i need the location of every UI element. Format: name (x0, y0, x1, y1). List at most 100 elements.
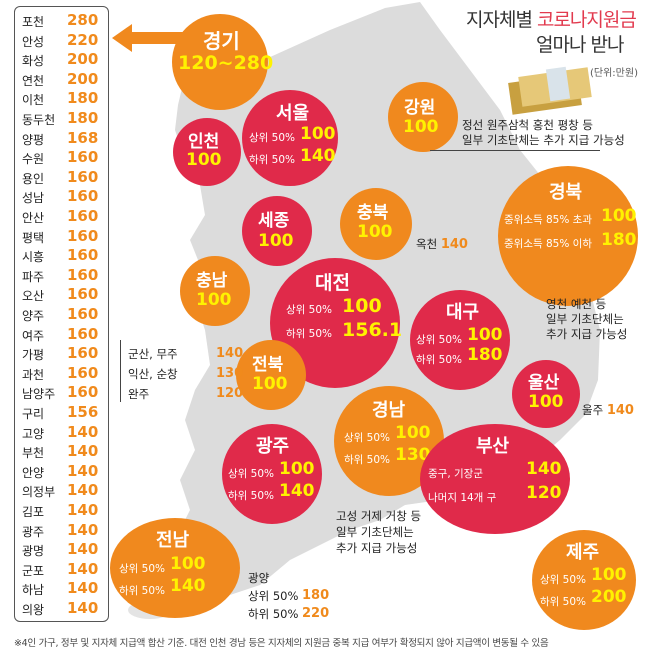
arrow-icon (112, 24, 185, 52)
city-value: 160 (67, 383, 99, 402)
city-name: 양평 (22, 132, 45, 147)
daejeon-row1-label: 상위 50% (286, 304, 332, 316)
seoul-row1-value: 100 (300, 124, 336, 144)
gwangju-row1-label: 상위 50% (228, 468, 274, 480)
list-item: 화성 200 (15, 50, 110, 70)
city-name: 구리 (22, 407, 45, 421)
gyeonggi-city-list: 포천 280 안성 220 화성 200 연천 200 이천 180 동두천 180 양평 168 수원 16… (14, 6, 109, 622)
city-name: 가평 (22, 348, 45, 363)
gwangyang-note-title: 광양 (248, 571, 270, 585)
bubble-seoul (242, 90, 338, 186)
jeonbuk-note-line (120, 340, 121, 402)
city-name: 여주 (22, 328, 45, 343)
jeonnam-row2-label: 하위 50% (119, 585, 165, 597)
gyeongbuk-row2-label: 중위소득 85% 이하 (504, 238, 592, 250)
city-name: 성남 (22, 191, 45, 206)
jeonbuk-note-3: 완주 120 (128, 386, 244, 401)
jeonbuk-value: 100 (252, 374, 288, 394)
footnote: ※4인 가구, 정부 및 지자체 지급액 합산 기준. 대전 인천 경남 등은 … (14, 638, 549, 649)
city-name: 연천 (22, 73, 45, 88)
gwangju-row2-value: 140 (279, 481, 315, 501)
gwangju-name: 광주 (256, 436, 290, 457)
list-item: 양주 160 (15, 305, 110, 325)
bubble-jeonnam (110, 518, 240, 618)
city-name: 광주 (22, 524, 45, 539)
city-value: 140 (67, 599, 99, 617)
city-value: 140 (67, 559, 99, 578)
city-value: 160 (67, 148, 99, 167)
city-value: 200 (67, 50, 99, 69)
bubble-chungnam (180, 256, 250, 326)
bubble-jeonbuk (236, 340, 306, 410)
city-name: 오산 (22, 289, 45, 304)
ulsan-value: 100 (528, 392, 564, 412)
jeonnam-row1-label: 상위 50% (119, 563, 165, 575)
money-bundle-icon (508, 66, 592, 115)
list-item: 연천 200 (15, 70, 110, 90)
list-item: 군포 140 (15, 560, 110, 580)
seoul-row1-label: 상위 50% (249, 132, 295, 144)
bubble-busan (420, 424, 570, 534)
gyeongbuk-row1-value: 100 (601, 206, 637, 226)
daegu-row1-label: 상위 50% (416, 334, 462, 346)
chungnam-value: 100 (196, 290, 232, 310)
bubble-jeju (532, 530, 636, 630)
city-name: 이천 (22, 93, 45, 108)
busan-name: 부산 (476, 436, 510, 457)
list-item: 고양 140 (15, 423, 110, 443)
city-value: 156 (67, 403, 99, 421)
gyeongbuk-note-2: 일부 기초단체는 (546, 312, 624, 326)
jeju-row1-value: 100 (591, 565, 627, 585)
bubble-gyeonggi (172, 14, 268, 110)
list-item: 안산 160 (15, 207, 110, 227)
list-item: 안성 220 (15, 31, 110, 51)
city-value: 140 (67, 442, 99, 461)
gyeongbuk-note-1: 영천 예천 등 (546, 297, 607, 311)
list-item: 남양주 160 (15, 383, 110, 403)
jeonbuk-note-2: 익산, 순창 130 (128, 366, 244, 381)
list-item: 부천 140 (15, 442, 110, 462)
city-value: 160 (67, 167, 99, 186)
gangwon-note-2: 일부 기초단체는 추가 지급 가능성 (462, 133, 625, 147)
jeonnam-row2-value: 140 (170, 576, 206, 596)
city-name: 평택 (22, 230, 45, 245)
city-name: 남양주 (22, 387, 56, 402)
city-name: 안성 (22, 34, 45, 49)
list-item: 의왕 140 (15, 599, 110, 619)
city-name: 군포 (22, 563, 45, 578)
page-title: 지자체별 코로나지원금 (466, 9, 637, 31)
gwangju-row2-label: 하위 50% (228, 490, 274, 502)
bubble-daegu (410, 290, 510, 390)
gyeonggi-value: 120~280 (178, 52, 274, 74)
city-name: 안산 (22, 211, 45, 225)
list-item: 동두천 180 (15, 109, 110, 129)
bubble-gyeongbuk (498, 166, 638, 306)
city-name: 의왕 (22, 603, 45, 617)
gyeonggi-name: 경기 (203, 29, 240, 53)
city-name: 용인 (22, 171, 45, 186)
gyeongbuk-name: 경북 (549, 182, 583, 203)
list-item: 광주 140 (15, 521, 110, 541)
list-item: 여주 160 (15, 325, 110, 345)
page-title-line2: 얼마나 받나 (536, 34, 624, 56)
city-value: 160 (67, 363, 99, 382)
jeonbuk-note-1: 군산, 무주 140 (128, 346, 244, 361)
bubble-gwangju (222, 424, 322, 524)
chungnam-name: 충남 (196, 271, 228, 291)
gwangyang-note-1: 상위 50% 180 (248, 588, 330, 603)
busan-row1-label: 중구, 기장군 (428, 468, 483, 480)
gwangyang-note-2: 하위 50% 220 (248, 606, 330, 621)
list-item: 안양 140 (15, 462, 110, 482)
sejong-name: 세종 (258, 211, 290, 231)
list-item: 양평 168 (15, 129, 110, 149)
gyeongbuk-row1-label: 중위소득 85% 초과 (504, 214, 592, 226)
city-name: 양주 (22, 309, 45, 323)
jeonbuk-name: 전북 (252, 355, 284, 375)
city-value: 160 (67, 324, 99, 343)
city-name: 부천 (22, 446, 45, 461)
list-item: 오산 160 (15, 285, 110, 305)
gyeongnam-row1-value: 100 (395, 423, 431, 443)
city-value: 180 (67, 89, 99, 108)
daegu-row2-value: 180 (467, 345, 503, 365)
list-item: 평택 160 (15, 227, 110, 247)
